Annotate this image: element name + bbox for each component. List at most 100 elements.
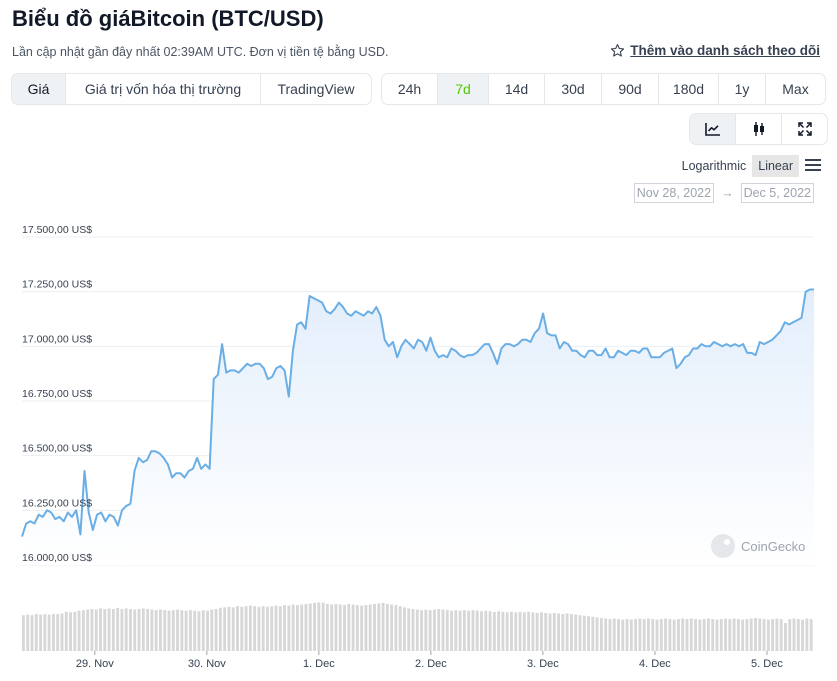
volume-bar [266,606,269,651]
x-tick-label: 1. Dec [303,658,335,670]
coingecko-logo-icon [711,534,735,558]
scale-logarithmic[interactable]: Logarithmic [681,159,747,173]
view-tabs: Giá Giá trị vốn hóa thị trường TradingVi… [11,73,372,105]
volume-bar [557,613,561,651]
volume-bar [471,610,475,651]
expand-icon [797,122,812,136]
volume-bar [715,619,719,651]
x-tick-label: 4. Dec [639,658,671,670]
range-14d[interactable]: 14d [489,74,545,104]
volume-bar [445,610,449,651]
range-tabs: 24h 7d 14d 30d 90d 180d 1y Max [381,73,826,105]
volume-bar [441,609,445,651]
volume-bar [26,614,30,651]
volume-bar [390,604,394,651]
volume-bar [206,610,209,651]
volume-bar [488,611,492,651]
tab-market-cap[interactable]: Giá trị vốn hóa thị trường [66,74,261,104]
volume-bar [270,606,274,651]
volume-bar [146,609,150,651]
volume-bar [574,614,578,651]
volume-bar [634,619,638,651]
volume-bar [30,615,34,651]
volume-bar [377,603,381,651]
y-tick-label: 16.250,00 US$ [22,497,92,509]
range-7d[interactable]: 7d [438,74,489,104]
volume-bar [805,618,809,651]
volume-bar [475,610,479,651]
volume-bar [796,619,800,651]
volume-bar [659,619,663,651]
volume-bar [77,610,81,651]
volume-bar [133,609,137,651]
volume-bar [163,610,167,651]
volume-bar [531,612,535,651]
volume-bar [64,611,68,651]
volume-bar [338,604,342,651]
volume-bar [565,613,569,651]
volume-bar [274,605,278,651]
volume-bar [210,609,214,651]
line-chart-button[interactable] [690,114,736,144]
volume-bar [621,619,625,651]
range-30d[interactable]: 30d [545,74,602,104]
volume-bar [599,617,603,651]
volume-bar [711,619,715,651]
volume-bar [505,612,509,651]
range-1y[interactable]: 1y [719,74,766,104]
volume-bar [69,612,72,651]
tab-price[interactable]: Giá [12,74,66,104]
chart-menu-button[interactable] [805,158,821,175]
volume-bar [655,619,659,651]
range-180d[interactable]: 180d [659,74,719,104]
volume-bar [685,619,689,651]
volume-bar [394,605,398,651]
add-to-watchlist-link[interactable]: Thêm vào danh sách theo dõi [610,43,820,58]
chart-type-toolbar [689,113,828,145]
scale-toggle: Logarithmic Linear [676,155,821,177]
volume-bar [129,609,132,651]
volume-bar [94,609,98,651]
fullscreen-button[interactable] [782,114,827,144]
volume-bar [351,604,355,651]
volume-bar [385,603,389,651]
volume-bar [334,603,338,651]
scale-linear[interactable]: Linear [752,155,799,177]
x-tick-label: 2. Dec [415,658,447,670]
y-tick-label: 17.000,00 US$ [22,333,92,345]
volume-bar [313,602,316,651]
volume-bar [415,609,419,651]
date-range-picker: Nov 28, 2022 → Dec 5, 2022 [633,183,814,203]
range-90d[interactable]: 90d [602,74,659,104]
volume-bar [629,619,633,651]
range-max[interactable]: Max [782,81,809,97]
date-from-input[interactable]: Nov 28, 2022 [633,183,715,203]
volume-bar [651,619,655,651]
volume-bar [381,602,385,651]
volume-bar [240,606,244,651]
volume-bar [248,605,252,651]
volume-bar [283,605,287,651]
volume-bar [355,605,359,651]
watchlist-label: Thêm vào danh sách theo dõi [630,43,820,58]
volume-bar [47,614,51,651]
range-24h[interactable]: 24h [382,74,438,104]
volume-bar [788,619,792,651]
volume-bar [141,608,145,651]
volume-bar [510,611,513,651]
volume-bar [518,611,522,651]
volume-bar [330,604,334,651]
volume-bar [51,614,55,651]
volume-bar [103,609,107,651]
volume-bar [214,609,218,651]
volume-bar [672,619,676,651]
volume-bar [56,614,60,651]
y-tick-label: 17.500,00 US$ [22,224,92,236]
tab-tradingview[interactable]: TradingView [277,81,355,97]
volume-bar [749,618,753,651]
volume-bar [501,611,505,651]
volume-bar [677,619,680,651]
volume-bar [706,618,710,651]
date-to-input[interactable]: Dec 5, 2022 [740,183,814,203]
candlestick-chart-button[interactable] [736,114,782,144]
